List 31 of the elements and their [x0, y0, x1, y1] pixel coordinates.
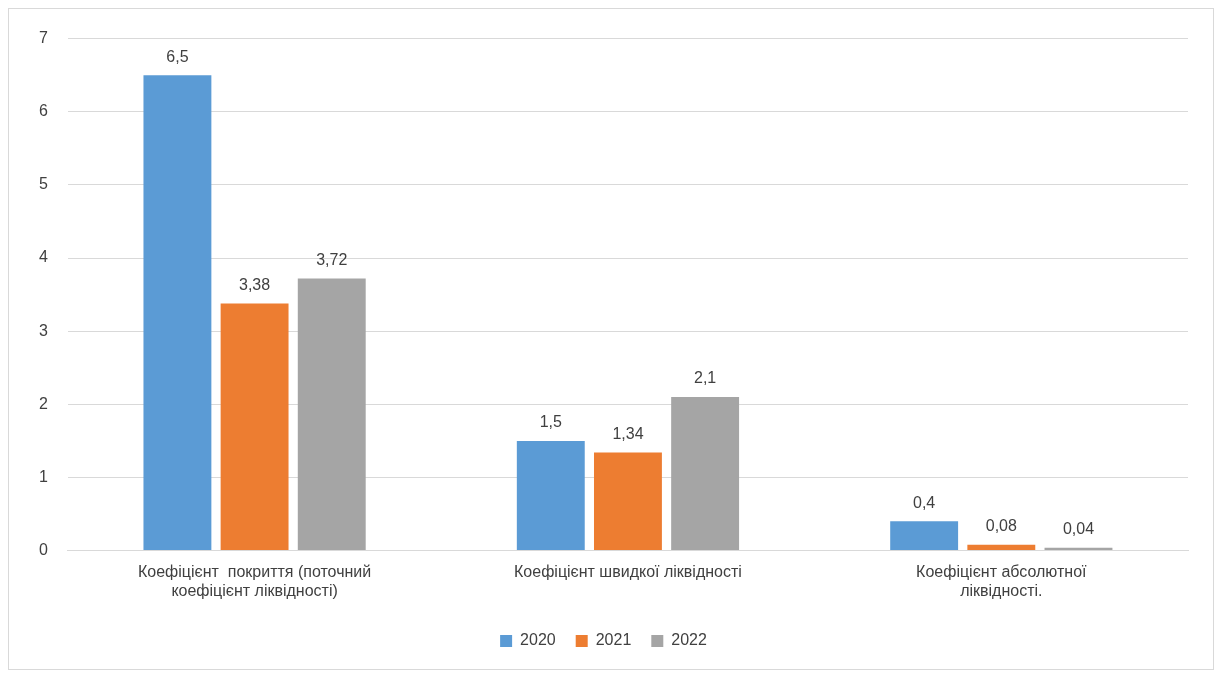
y-tick-label: 4 — [38, 248, 48, 266]
data-label: 0,08 — [985, 517, 1017, 535]
y-tick-label: 1 — [38, 467, 48, 485]
bar — [967, 544, 1036, 551]
legend-label: 2021 — [595, 631, 632, 649]
data-label: 6,5 — [166, 47, 189, 65]
x-tick-label: Коефіцієнт абсолютної ліквідності. — [916, 562, 1088, 599]
y-tick-label: 5 — [38, 175, 48, 193]
bar — [671, 397, 740, 551]
y-tick-label: 3 — [38, 321, 48, 339]
data-label: 0,04 — [1062, 520, 1095, 538]
y-tick-label: 0 — [38, 541, 48, 559]
bar — [516, 440, 585, 551]
bar — [594, 452, 662, 551]
data-label: 0,4 — [913, 493, 936, 511]
data-label: 2,1 — [693, 369, 717, 387]
y-tick-label: 2 — [38, 394, 48, 412]
data-label: 3,38 — [239, 275, 271, 293]
bar — [297, 278, 366, 551]
data-label: 1,5 — [539, 413, 563, 431]
bar — [143, 75, 212, 551]
y-tick-label: 6 — [38, 102, 48, 120]
bar — [890, 521, 959, 551]
y-tick-label: 7 — [38, 29, 48, 47]
x-tick-label: Коефіцієнт покриття (поточний коефіцієнт ліквідності) — [137, 562, 372, 599]
x-tick-label: Коефіцієнт швидкої ліквідності — [514, 562, 742, 580]
data-label: 1,34 — [612, 424, 644, 442]
data-label: 3,72 — [316, 250, 348, 268]
bar — [220, 303, 289, 551]
legend-label: 2022 — [671, 631, 707, 649]
legend-label: 2020 — [520, 631, 556, 649]
